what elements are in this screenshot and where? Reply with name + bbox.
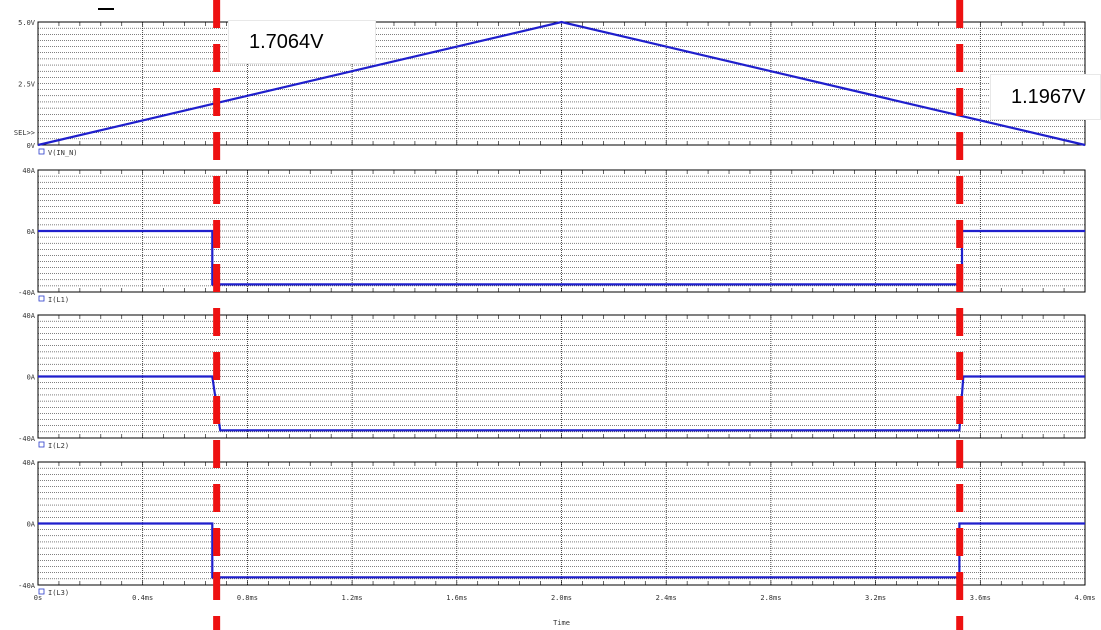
trace-i-l1- <box>38 229 1085 286</box>
y-tick-label: 5.0V <box>18 19 36 27</box>
x-tick-label: 0.8ms <box>237 594 258 602</box>
trace-i-l3- <box>38 522 1085 579</box>
cursor-2-readout: 1.1967V <box>990 74 1101 120</box>
legend-marker <box>38 441 45 448</box>
legend-label: V(IN_N) <box>48 149 78 157</box>
legend-label: I(L3) <box>48 589 69 597</box>
legend-label: I(L1) <box>48 296 69 304</box>
legend-marker <box>38 588 45 595</box>
y-tick-label: 0A <box>27 374 36 382</box>
x-tick-label: 3.2ms <box>865 594 886 602</box>
y-tick-label: 40A <box>22 459 35 467</box>
x-tick-label: 0.4ms <box>132 594 153 602</box>
x-tick-label: 1.2ms <box>342 594 363 602</box>
y-tick-label: 0A <box>27 228 36 236</box>
legend-marker <box>38 295 45 302</box>
x-tick-label: 0s <box>34 594 42 602</box>
y-tick-label: 0V <box>27 142 36 150</box>
y-tick-label: -40A <box>18 582 36 590</box>
cursor-1-readout: 1.7064V <box>228 20 376 64</box>
legend-label: I(L2) <box>48 442 69 450</box>
x-axis-label: Time <box>553 619 570 627</box>
y-tick-label: 40A <box>22 312 35 320</box>
legend-marker <box>38 148 45 155</box>
y-tick-label: -40A <box>18 289 36 297</box>
x-tick-label: 3.6ms <box>970 594 991 602</box>
y-tick-label: 0A <box>27 521 36 529</box>
x-tick-label: 2.0ms <box>551 594 572 602</box>
x-tick-label: 1.6ms <box>446 594 467 602</box>
panel-3: 40A 0A -40A I(L2) <box>18 312 1086 450</box>
title-fragment <box>98 0 114 10</box>
panel-1: 5.0V 2.5V 0V SEL>> V(IN_N) <box>14 19 1086 157</box>
y-tick-label: 2.5V <box>18 81 36 89</box>
trace-v-in-n- <box>37 20 1086 147</box>
x-tick-label: 4.0ms <box>1074 594 1095 602</box>
select-marker: SEL>> <box>14 129 35 137</box>
x-tick-label: 2.8ms <box>760 594 781 602</box>
panel-4: 40A 0A -40A I(L3) <box>18 459 1086 597</box>
y-tick-label: -40A <box>18 435 36 443</box>
panel-2: 40A 0A -40A I(L1) <box>18 167 1086 304</box>
x-tick-label: 2.4ms <box>656 594 677 602</box>
trace-i-l2- <box>38 375 1085 432</box>
y-tick-label: 40A <box>22 167 35 175</box>
